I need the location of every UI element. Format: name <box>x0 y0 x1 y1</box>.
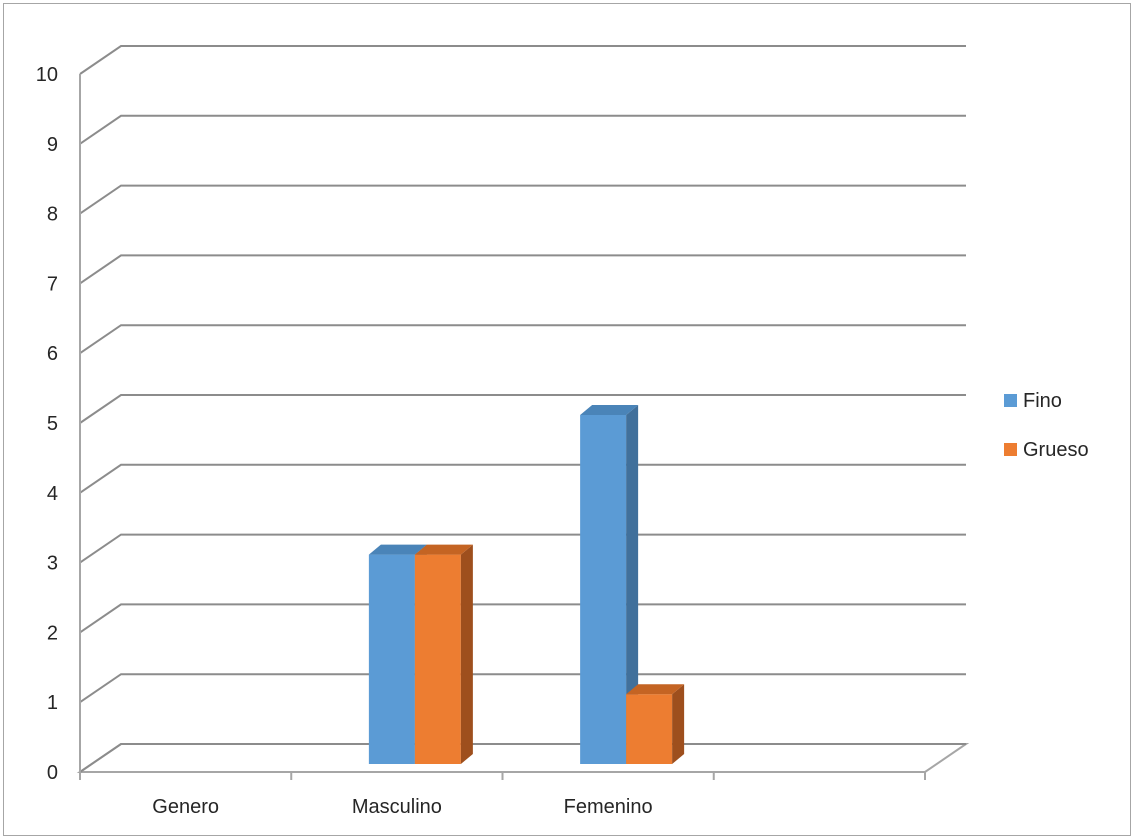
chart-frame <box>3 3 1131 836</box>
legend-swatch <box>1004 443 1017 456</box>
y-tick-label: 7 <box>47 273 58 295</box>
gridline <box>79 533 966 564</box>
gridline <box>79 463 966 494</box>
bar-side <box>626 405 639 764</box>
gridline <box>79 673 966 704</box>
bar-top <box>368 544 427 555</box>
bar-front <box>368 554 415 764</box>
y-tick-label: 10 <box>36 64 58 86</box>
gridline <box>79 254 966 285</box>
x-category-label: Femenino <box>564 796 653 818</box>
gridline <box>79 45 966 75</box>
y-tick-label: 4 <box>47 483 58 505</box>
bar-top <box>414 544 473 555</box>
y-tick-label: 6 <box>47 343 58 365</box>
bar-front <box>626 694 673 764</box>
y-tick-label: 1 <box>47 692 58 714</box>
bar-front <box>414 554 461 764</box>
gridline <box>79 184 966 215</box>
x-category-label: Masculino <box>352 796 442 818</box>
y-tick-label: 8 <box>47 204 58 226</box>
gridline <box>79 324 966 355</box>
y-tick-label: 5 <box>47 413 58 435</box>
y-tick-label: 2 <box>47 622 58 644</box>
gridline <box>79 743 966 773</box>
legend-label: Fino <box>1023 390 1062 412</box>
legend-label: Grueso <box>1023 439 1089 461</box>
bar-front <box>580 415 627 764</box>
bar-side <box>672 684 685 764</box>
y-tick-label: 3 <box>47 553 58 575</box>
chart-floor <box>76 743 970 773</box>
x-category-label: Genero <box>152 796 219 818</box>
legend: Fino Grueso <box>1004 390 1089 461</box>
legend-swatch <box>1004 394 1017 407</box>
bar-side <box>460 544 473 764</box>
y-tick-label: 0 <box>47 762 58 784</box>
bar-top <box>580 405 639 415</box>
gridline <box>79 114 966 145</box>
gridline <box>79 603 966 634</box>
y-tick-label: 9 <box>47 134 58 156</box>
bar-top <box>626 684 685 695</box>
floor-outline <box>76 743 970 773</box>
y-axis-ticks: 0 1 2 3 4 5 6 7 8 9 10 <box>36 64 58 784</box>
bars <box>368 405 685 764</box>
gridlines <box>79 45 966 773</box>
gridline <box>79 394 966 424</box>
x-axis: Genero Masculino Femenino <box>79 772 926 818</box>
